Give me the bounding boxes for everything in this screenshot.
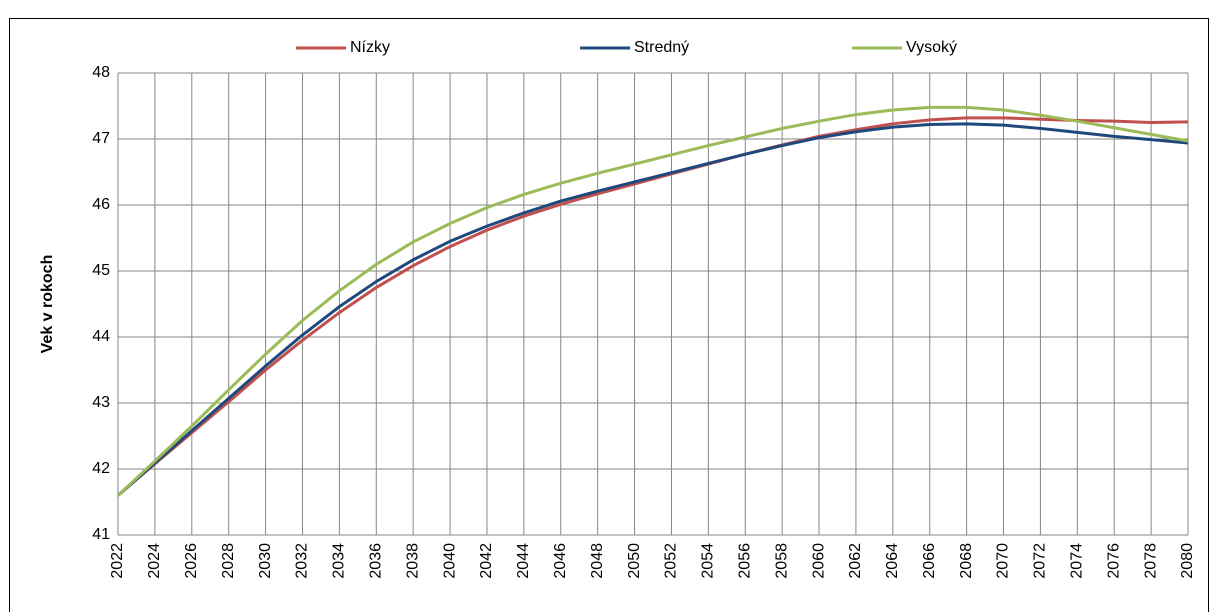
x-tick-label: 2042	[478, 543, 495, 579]
legend-label: Stredný	[634, 39, 689, 56]
x-tick-label: 2044	[515, 543, 532, 579]
y-axis-label: Vek v rokoch	[39, 255, 56, 354]
y-tick-label: 45	[92, 262, 110, 279]
x-tick-label: 2036	[367, 543, 384, 579]
y-tick-label: 48	[92, 64, 110, 81]
x-tick-label: 2048	[589, 543, 606, 579]
x-tick-label: 2070	[995, 543, 1012, 579]
x-tick-label: 2040	[441, 543, 458, 579]
data-line	[117, 122, 1189, 497]
y-tick-label: 46	[92, 196, 110, 213]
x-tick-label: 2062	[847, 543, 864, 579]
x-tick-label: 2068	[958, 543, 975, 579]
legend-label: Nízky	[350, 39, 390, 56]
x-tick-label: 2038	[404, 543, 421, 579]
legend-label: Vysoký	[906, 39, 957, 56]
x-tick-label: 2024	[146, 543, 163, 579]
chart-frame	[9, 18, 1209, 612]
x-tick-label: 2054	[700, 543, 717, 579]
x-tick-label: 2072	[1032, 543, 1049, 579]
x-tick-label: 2076	[1105, 543, 1122, 579]
y-tick-label: 41	[92, 526, 110, 543]
x-tick-label: 2080	[1179, 543, 1196, 579]
x-tick-label: 2052	[663, 543, 680, 579]
x-tick-label: 2022	[109, 543, 126, 579]
x-tick-label: 2066	[921, 543, 938, 579]
x-tick-label: 2060	[810, 543, 827, 579]
y-tick-label: 44	[92, 328, 110, 345]
x-tick-label: 2028	[220, 543, 237, 579]
y-tick-label: 42	[92, 460, 110, 477]
data-line	[117, 116, 1189, 497]
x-tick-label: 2046	[552, 543, 569, 579]
x-tick-label: 2026	[183, 543, 200, 579]
x-tick-label: 2074	[1069, 543, 1086, 579]
y-tick-label: 47	[92, 130, 110, 147]
x-tick-label: 2056	[736, 543, 753, 579]
y-tick-label: 43	[92, 394, 110, 411]
data-line	[116, 105, 1189, 497]
x-tick-label: 2032	[294, 543, 311, 579]
x-tick-label: 2034	[331, 543, 348, 579]
x-tick-label: 2078	[1142, 543, 1159, 579]
x-tick-label: 2030	[257, 543, 274, 579]
x-tick-label: 2050	[626, 543, 643, 579]
x-tick-label: 2064	[884, 543, 901, 579]
x-tick-label: 2058	[773, 543, 790, 579]
